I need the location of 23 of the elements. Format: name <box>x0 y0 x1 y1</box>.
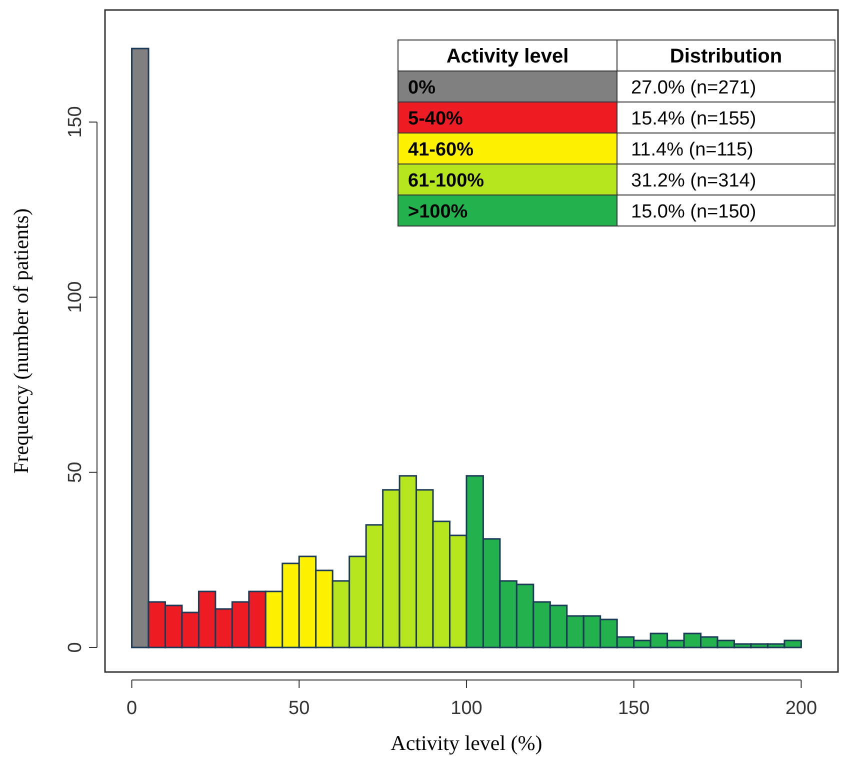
annotation: Distribution <box>670 46 782 68</box>
text: 5-40% <box>408 108 464 130</box>
text: >100% <box>408 202 468 222</box>
x-tick-label: 0 <box>126 698 138 719</box>
annotation: 27.0% (n=271) <box>631 78 756 98</box>
y-tick-label: 0 <box>65 642 86 653</box>
y-tick-label: 50 <box>65 462 86 483</box>
annotation: 15.0% (n=150) <box>631 202 756 222</box>
text: 0% <box>408 78 436 98</box>
x-tick-label: 200 <box>785 698 818 719</box>
text: 41-60% <box>408 140 474 160</box>
y-tick-label: 150 <box>65 106 86 138</box>
annotation: 11.4% (n=115) <box>631 140 754 160</box>
annotation: 15.4% (n=155) <box>631 108 756 130</box>
x-tick-label: 150 <box>618 698 650 719</box>
legend-title: Activity level <box>446 46 569 68</box>
y-tick-label: 100 <box>65 281 86 314</box>
y-axis-title: Frequency (number of patients) <box>9 208 33 474</box>
x-tick-label: 100 <box>450 698 482 719</box>
x-tick-label: 50 <box>288 698 310 719</box>
text: 61-100% <box>408 170 484 192</box>
x-axis-title: Activity level (%) <box>390 731 542 755</box>
annotation: 31.2% (n=314) <box>631 170 756 192</box>
